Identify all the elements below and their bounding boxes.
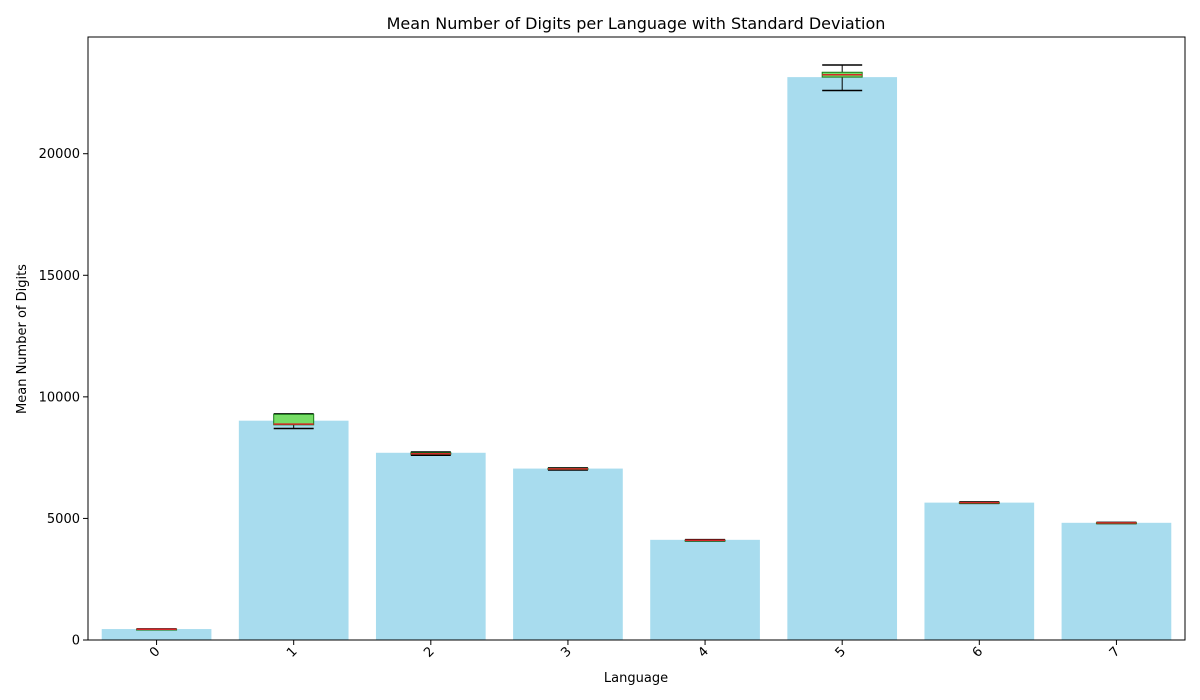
box-2: [410, 451, 452, 456]
box-5: [821, 64, 863, 92]
box-0: [136, 628, 178, 631]
bar-6: [924, 502, 1035, 640]
bar-7: [1061, 522, 1172, 640]
bar-3: [513, 468, 623, 640]
x-tick-label-4: 4: [695, 644, 711, 660]
bars-group: [101, 77, 1172, 640]
y-tick-label-15000: 15000: [39, 269, 80, 284]
bar-2: [375, 452, 486, 640]
y-tick-label-20000: 20000: [39, 147, 80, 162]
bar-5: [787, 77, 898, 640]
x-tick-label-0: 0: [147, 644, 163, 660]
chart-title: Mean Number of Digits per Language with …: [387, 14, 886, 33]
y-axis-label: Mean Number of Digits: [15, 264, 30, 414]
x-tick-label-2: 2: [421, 644, 437, 660]
bar-0: [101, 629, 212, 640]
box-6: [958, 501, 1000, 505]
x-tick-label-5: 5: [833, 644, 849, 660]
x-tick-label-3: 3: [558, 644, 574, 660]
boxes-group: [136, 64, 1137, 631]
box-3: [547, 467, 589, 471]
x-tick-label-6: 6: [970, 644, 986, 660]
box-iqr-1: [273, 413, 315, 426]
bar-4: [650, 539, 760, 640]
plot-frame: [87, 36, 1186, 641]
y-tick-label-0: 0: [72, 634, 80, 649]
x-axis-label: Language: [604, 671, 668, 686]
x-axis-ticks: 0 1 2 3 4 5 6 7: [147, 640, 1123, 661]
box-4: [684, 538, 726, 542]
box-7: [1095, 521, 1137, 525]
bar-1: [238, 420, 349, 640]
y-tick-label-10000: 10000: [39, 390, 80, 405]
box-1: [273, 413, 315, 430]
x-tick-label-7: 7: [1107, 644, 1123, 660]
x-tick-label-1: 1: [284, 644, 300, 660]
y-tick-label-5000: 5000: [47, 512, 80, 527]
y-axis-ticks: 0 5000 10000 15000 20000: [39, 147, 88, 649]
